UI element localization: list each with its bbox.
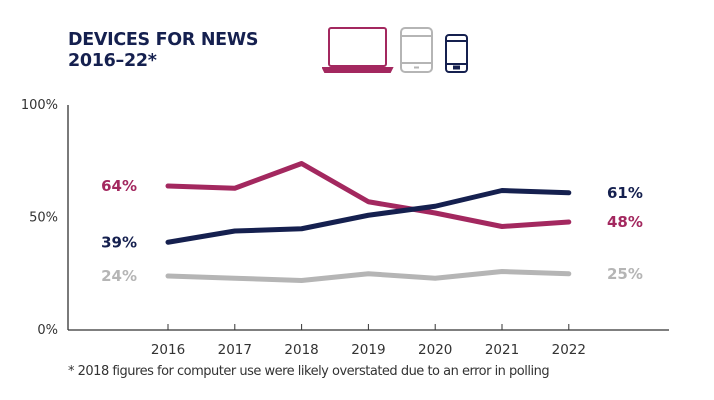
x-tick-label: 2017 [218,342,252,358]
x-tick-label: 2021 [485,342,519,358]
start-label-tablet: 24% [101,267,137,285]
x-tick-label: 2016 [151,342,185,358]
y-tick-label: 100% [21,98,58,113]
chart-title-line1: DEVICES FOR NEWS [68,30,259,50]
x-tick-label: 2022 [552,342,586,358]
start-label-computer: 64% [101,177,137,195]
series-line-tablet [165,269,572,283]
x-tick-label: 2019 [351,342,385,358]
end-label-smartphone: 61% [607,184,643,202]
series-lines [165,161,572,283]
y-tick-label: 0% [37,323,58,338]
start-label-smartphone: 39% [101,233,137,251]
footnote: * 2018 figures for computer use were lik… [68,364,550,379]
smartphone-icon [445,34,468,73]
data-labels: 64% 48% 39% 61% 24% 25% [101,177,643,285]
chart-title: DEVICES FOR NEWS 2016–22* [68,30,258,72]
y-tick-label: 50% [29,211,58,226]
x-tick-label: 2018 [284,342,318,358]
device-legend [322,27,468,73]
end-label-tablet: 25% [607,265,643,283]
tablet-icon [400,27,433,73]
series-line-smartphone [165,188,572,245]
x-tick-label: 2020 [418,342,452,358]
axes: 0% 50% 100% 2016 2017 2018 2019 2020 2021 2022 [21,98,669,358]
end-label-computer: 48% [607,213,643,231]
chart-title-line2: 2016–22* [68,51,157,71]
laptop-icon [322,27,394,73]
